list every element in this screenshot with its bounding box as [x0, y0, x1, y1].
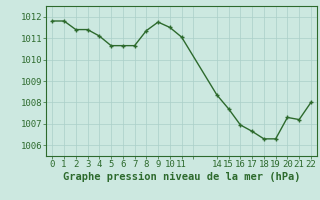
X-axis label: Graphe pression niveau de la mer (hPa): Graphe pression niveau de la mer (hPa): [63, 172, 300, 182]
